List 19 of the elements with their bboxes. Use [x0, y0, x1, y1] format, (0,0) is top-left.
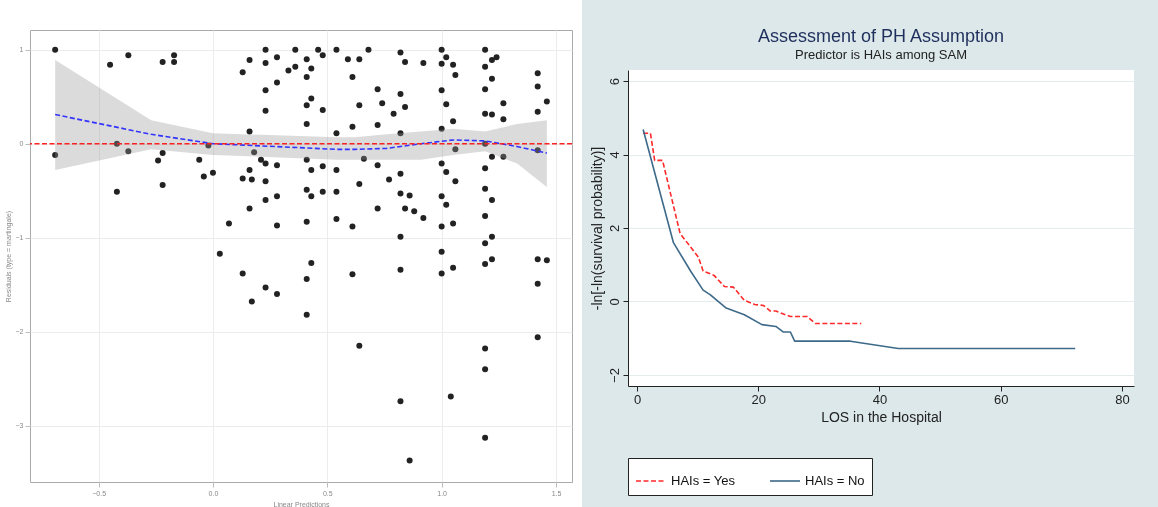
legend-label: HAIs = No — [805, 473, 865, 488]
line-series — [642, 128, 1077, 350]
y-axis-title: -ln[-ln(survival probability)] — [588, 146, 605, 311]
line-series — [642, 132, 863, 325]
x-tick-label: 0 — [633, 391, 642, 407]
y-tick-label: 4 — [606, 151, 622, 159]
x-tick-label: 60 — [993, 391, 1009, 407]
y-tick-label: −2 — [606, 368, 622, 383]
legend-label: HAIs = Yes — [671, 473, 736, 488]
chart-subtitle: Predictor is HAIs among SAM — [795, 47, 967, 62]
x-tick-label: 40 — [872, 391, 888, 407]
x-tick-label: 80 — [1115, 391, 1130, 407]
y-tick-label: 6 — [606, 77, 622, 86]
x-axis-title: LOS in the Hospital — [821, 408, 942, 425]
line-series — [54, 113, 548, 154]
y-tick-label: 0 — [606, 298, 622, 306]
y-tick-label: 2 — [606, 224, 622, 233]
chart-title: Assessment of PH Assumption — [757, 26, 1005, 46]
x-tick-label: 20 — [751, 391, 767, 407]
